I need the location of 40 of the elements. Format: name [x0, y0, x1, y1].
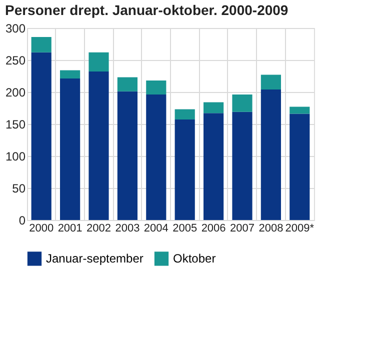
- bar: [174, 120, 195, 220]
- chart-title: Personer drept. Januar-oktober. 2000-2009: [4, 2, 288, 18]
- bar: [260, 74, 281, 90]
- bar: [117, 91, 138, 220]
- bar: [117, 77, 138, 92]
- x-tick-label: 2000: [29, 222, 54, 234]
- x-tick-label: 2004: [144, 222, 168, 234]
- bar: [88, 52, 109, 72]
- bar: [146, 94, 166, 220]
- bar: [146, 80, 166, 95]
- x-tick-label: 2006: [201, 222, 226, 234]
- y-tick-label: 200: [5, 86, 26, 100]
- x-tick-label: 2005: [172, 222, 198, 234]
- x-tick-label: 2009*: [285, 222, 315, 234]
- x-tick-label: 2003: [115, 222, 140, 234]
- bar: [31, 52, 52, 220]
- x-tick-label: 2007: [230, 222, 254, 234]
- bar: [232, 94, 252, 112]
- bar: [204, 102, 224, 114]
- bar: [31, 36, 52, 52]
- bar: [260, 89, 281, 220]
- bar: [60, 78, 80, 220]
- y-tick-label: 0: [18, 214, 26, 228]
- bar: [290, 106, 310, 114]
- y-tick-label: 300: [5, 22, 26, 36]
- y-tick-label: 100: [5, 150, 26, 164]
- x-tick-label: 2002: [86, 222, 111, 234]
- legend-label: Januar-september: [46, 252, 144, 266]
- bar: [232, 112, 252, 220]
- y-tick-label: 50: [12, 182, 26, 196]
- y-tick-label: 250: [5, 54, 26, 68]
- bar: [204, 113, 224, 220]
- bar: [290, 114, 310, 220]
- bar: [88, 72, 109, 220]
- bar: [174, 109, 195, 120]
- x-tick-label: 2001: [58, 222, 82, 234]
- legend-label: Oktober: [173, 252, 216, 266]
- x-tick-label: 2008: [258, 222, 284, 234]
- y-tick-label: 150: [5, 118, 26, 132]
- bar: [60, 70, 80, 79]
